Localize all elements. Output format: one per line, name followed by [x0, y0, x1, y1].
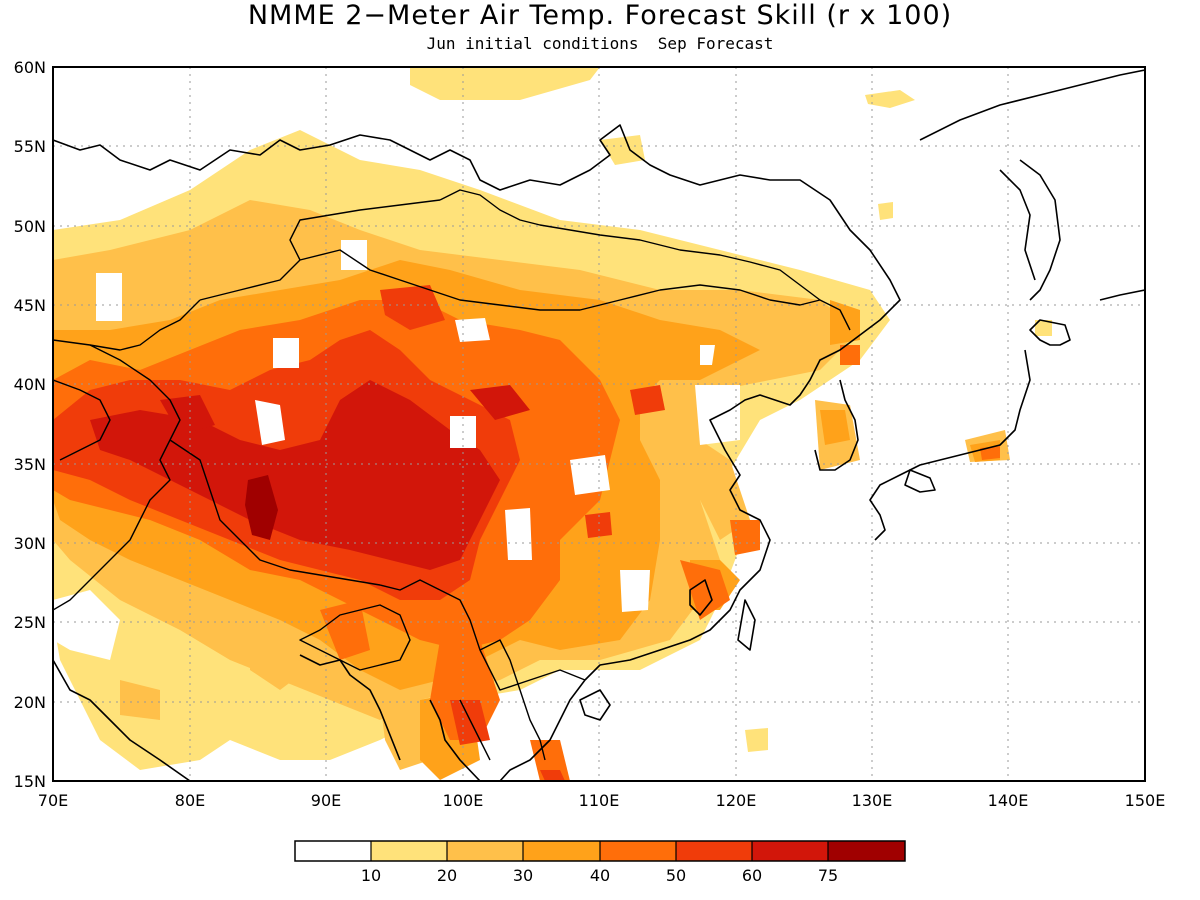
colorbar-label: 20: [437, 866, 457, 885]
colorbar-label: 30: [513, 866, 533, 885]
country-borders: [53, 189, 851, 761]
coastlines: [53, 69, 1145, 781]
lon-axis: 70E 80E 90E 100E 110E 120E 130E 140E 150…: [38, 791, 1166, 810]
colorbar-label: 75: [818, 866, 838, 885]
lat-label: 50N: [14, 217, 46, 236]
colorbar-label: 50: [666, 866, 686, 885]
colorbar-label: 40: [590, 866, 610, 885]
colorbar-dividers: [370, 841, 829, 861]
lon-label: 100E: [443, 791, 484, 810]
lat-label: 40N: [14, 375, 46, 394]
lon-label: 90E: [311, 791, 341, 810]
colorbar-swatch: [752, 841, 828, 861]
lon-label: 110E: [579, 791, 620, 810]
lat-label: 45N: [14, 296, 46, 315]
lon-label: 80E: [175, 791, 205, 810]
map-subtitle: Jun initial conditions Sep Forecast: [426, 34, 774, 53]
colorbar-swatch: [295, 841, 371, 861]
lon-label: 130E: [852, 791, 893, 810]
lon-label: 140E: [988, 791, 1029, 810]
skill-level-75: [245, 475, 278, 540]
map-title: NMME 2−Meter Air Temp. Forecast Skill (r…: [247, 0, 953, 31]
lat-label: 20N: [14, 693, 46, 712]
colorbar-swatch: [447, 841, 523, 861]
lat-label: 35N: [14, 455, 46, 474]
colorbar-swatch: [523, 841, 600, 861]
lat-axis: 60N 55N 50N 45N 40N 35N 30N 25N 20N 15N: [14, 58, 46, 791]
colorbar-label: 10: [361, 866, 381, 885]
lon-label: 120E: [716, 791, 757, 810]
colorbar-swatch: [371, 841, 447, 861]
lat-label: 60N: [14, 58, 46, 77]
lat-label: 30N: [14, 534, 46, 553]
lat-label: 55N: [14, 137, 46, 156]
graticule: [53, 67, 1145, 781]
lat-label: 25N: [14, 613, 46, 632]
lon-label: 70E: [38, 791, 68, 810]
skill-level-60: [90, 380, 530, 570]
skill-field: [53, 67, 1052, 781]
colorbar-swatch: [828, 841, 905, 861]
colorbar-label: 60: [742, 866, 762, 885]
lat-label: 15N: [14, 772, 46, 791]
lon-label: 150E: [1125, 791, 1166, 810]
map-frame: [52, 66, 1146, 782]
blank-cells: [53, 240, 740, 660]
colorbar-swatch: [676, 841, 752, 861]
colorbar: 10 20 30 40 50 60 75: [294, 840, 906, 885]
colorbar-swatch: [600, 841, 676, 861]
